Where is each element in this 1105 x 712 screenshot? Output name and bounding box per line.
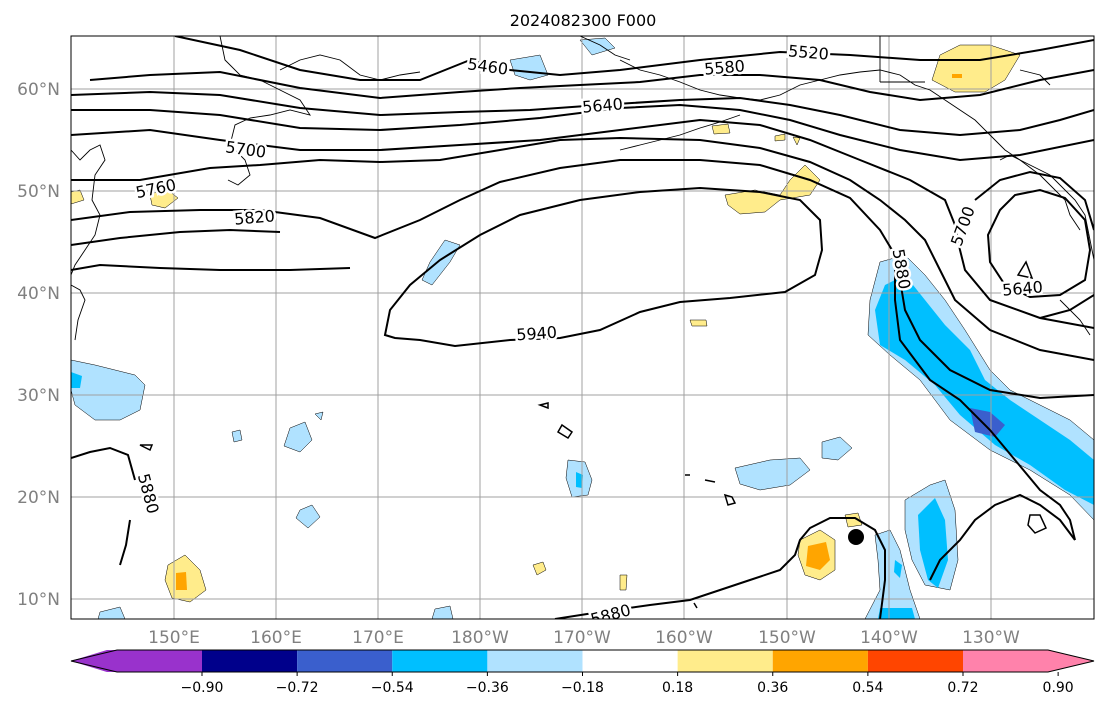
- colorbar-segment: [772, 650, 868, 672]
- lat-label: 20°N: [17, 488, 60, 508]
- lat-label: 40°N: [17, 284, 60, 304]
- lon-label: 170°E: [352, 628, 404, 648]
- contour-label: 5640: [1001, 277, 1043, 299]
- lat-label: 50°N: [17, 182, 60, 202]
- colorbar-segment: [677, 650, 773, 672]
- map-title: 2024082300 F000: [510, 11, 657, 30]
- colorbar-tick-label: 0.54: [852, 680, 883, 696]
- contour-label: 5940: [516, 323, 558, 345]
- contour-label: 5820: [233, 206, 275, 228]
- colorbar-segment: [487, 650, 583, 672]
- colorbar-segment: [202, 650, 298, 672]
- positive-anomaly-fills: [71, 44, 1021, 603]
- lon-label: 140°W: [860, 628, 918, 648]
- colorbar: −0.90 −0.72 −0.54 −0.36 −0.18 0.18 0.36 0.54 0.7…: [70, 649, 1095, 696]
- colorbar-outline: [70, 649, 1095, 673]
- colorbar-segment: [71, 650, 202, 672]
- contour-label: 5520: [787, 41, 829, 63]
- lat-label: 10°N: [17, 590, 60, 610]
- lon-label: 180°W: [451, 628, 509, 648]
- longitude-labels: 150°E 160°E 170°E 180°W 170°W 160°W 150°…: [148, 628, 1020, 648]
- colorbar-segment: [963, 650, 1094, 672]
- colorbar-tick-label: 0.72: [947, 680, 978, 696]
- colorbar-tick-label: 0.36: [757, 680, 788, 696]
- latitude-labels: 60°N 50°N 40°N 30°N 20°N 10°N: [17, 80, 60, 610]
- colorbar-tick-label: −0.72: [276, 680, 319, 696]
- colorbar-tick-label: −0.54: [371, 680, 414, 696]
- height-contours: [71, 36, 1094, 619]
- station-marker: [848, 529, 864, 545]
- graticule: [71, 36, 1094, 619]
- colorbar-tick-label: −0.36: [466, 680, 509, 696]
- lon-label: 160°E: [250, 628, 302, 648]
- contour-label: 5580: [703, 56, 745, 78]
- colorbar-tick-label: 0.18: [662, 680, 693, 696]
- lon-label: 150°E: [148, 628, 200, 648]
- contour-label: 5640: [581, 94, 623, 116]
- lon-label: 130°W: [962, 628, 1020, 648]
- colorbar-tick-label: 0.90: [1043, 680, 1074, 696]
- colorbar-segment: [582, 650, 678, 672]
- lon-label: 150°W: [758, 628, 816, 648]
- colorbar-segment: [297, 650, 393, 672]
- lon-label: 160°W: [655, 628, 713, 648]
- lat-label: 60°N: [17, 80, 60, 100]
- islands: [139, 260, 1047, 609]
- map-frame: [70, 35, 1095, 620]
- colorbar-segment: [867, 650, 963, 672]
- lon-label: 170°W: [553, 628, 611, 648]
- colorbar-segment: [392, 650, 488, 672]
- lat-label: 30°N: [17, 386, 60, 406]
- colorbar-tick-label: −0.18: [561, 680, 604, 696]
- colorbar-tick-label: −0.90: [181, 680, 224, 696]
- negative-anomaly-fills: [71, 37, 1094, 619]
